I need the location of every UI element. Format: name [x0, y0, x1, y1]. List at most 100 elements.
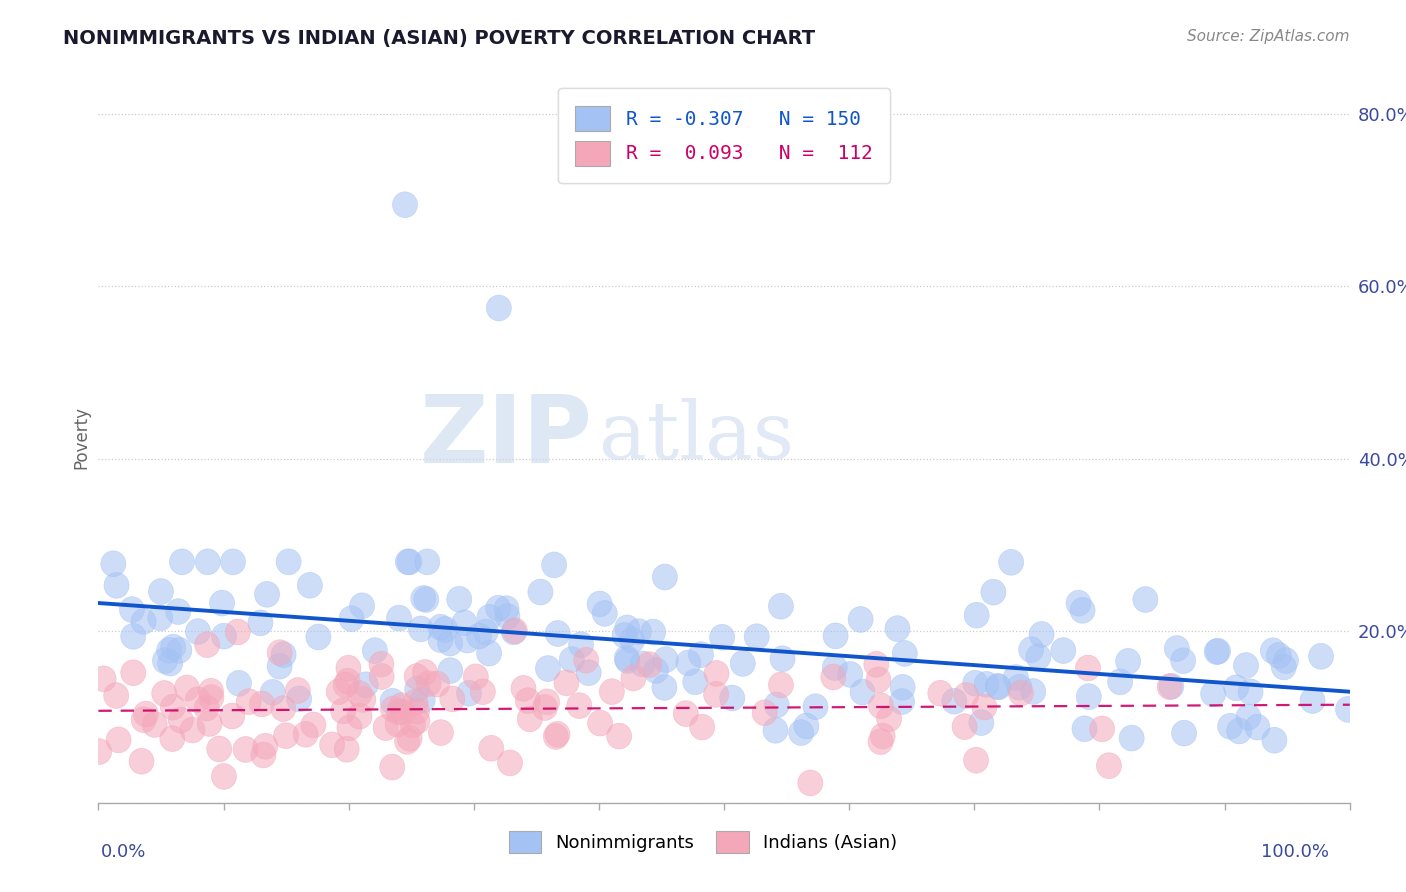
Ellipse shape	[211, 764, 236, 789]
Ellipse shape	[986, 674, 1011, 700]
Ellipse shape	[477, 640, 502, 666]
Ellipse shape	[471, 679, 495, 705]
Ellipse shape	[271, 696, 295, 722]
Ellipse shape	[1071, 716, 1097, 741]
Ellipse shape	[517, 706, 543, 731]
Ellipse shape	[396, 725, 422, 751]
Ellipse shape	[156, 638, 181, 664]
Ellipse shape	[567, 693, 592, 719]
Ellipse shape	[148, 605, 173, 631]
Ellipse shape	[953, 682, 979, 708]
Ellipse shape	[1119, 725, 1144, 751]
Ellipse shape	[963, 670, 988, 696]
Ellipse shape	[337, 714, 361, 740]
Ellipse shape	[972, 694, 997, 720]
Ellipse shape	[152, 681, 177, 706]
Ellipse shape	[440, 686, 465, 712]
Ellipse shape	[1236, 704, 1261, 730]
Ellipse shape	[637, 652, 662, 678]
Ellipse shape	[789, 720, 814, 746]
Ellipse shape	[401, 712, 426, 738]
Ellipse shape	[703, 681, 728, 707]
Ellipse shape	[194, 632, 219, 657]
Ellipse shape	[219, 703, 245, 729]
Ellipse shape	[620, 627, 645, 653]
Ellipse shape	[763, 717, 787, 743]
Ellipse shape	[380, 754, 405, 780]
Ellipse shape	[197, 711, 222, 737]
Ellipse shape	[851, 679, 875, 705]
Ellipse shape	[1260, 638, 1285, 664]
Ellipse shape	[485, 595, 510, 621]
Ellipse shape	[170, 549, 194, 574]
Ellipse shape	[254, 582, 280, 607]
Ellipse shape	[267, 640, 292, 665]
Ellipse shape	[770, 646, 794, 672]
Ellipse shape	[536, 656, 561, 681]
Ellipse shape	[848, 607, 873, 632]
Ellipse shape	[1271, 654, 1296, 680]
Ellipse shape	[412, 659, 437, 685]
Ellipse shape	[495, 604, 520, 630]
Ellipse shape	[863, 651, 889, 677]
Ellipse shape	[1108, 669, 1133, 695]
Ellipse shape	[91, 666, 117, 691]
Ellipse shape	[543, 723, 568, 749]
Ellipse shape	[560, 647, 585, 673]
Ellipse shape	[221, 549, 246, 574]
Ellipse shape	[301, 712, 326, 738]
Ellipse shape	[821, 664, 846, 690]
Ellipse shape	[464, 664, 488, 690]
Ellipse shape	[166, 599, 191, 624]
Legend: Nonimmigrants, Indians (Asian): Nonimmigrants, Indians (Asian)	[502, 824, 904, 861]
Ellipse shape	[271, 641, 297, 667]
Ellipse shape	[1076, 655, 1101, 681]
Ellipse shape	[869, 693, 893, 719]
Ellipse shape	[437, 630, 463, 656]
Text: NONIMMIGRANTS VS INDIAN (ASIAN) POVERTY CORRELATION CHART: NONIMMIGRANTS VS INDIAN (ASIAN) POVERTY …	[63, 29, 815, 47]
Ellipse shape	[769, 672, 793, 698]
Ellipse shape	[1233, 653, 1258, 679]
Ellipse shape	[415, 549, 440, 574]
Ellipse shape	[121, 624, 146, 649]
Ellipse shape	[893, 640, 917, 666]
Ellipse shape	[352, 687, 375, 713]
Ellipse shape	[744, 624, 769, 649]
Ellipse shape	[676, 650, 702, 676]
Ellipse shape	[838, 662, 863, 688]
Ellipse shape	[884, 615, 910, 641]
Ellipse shape	[307, 624, 330, 650]
Ellipse shape	[502, 618, 527, 644]
Ellipse shape	[236, 689, 262, 714]
Ellipse shape	[965, 602, 990, 628]
Ellipse shape	[1077, 684, 1101, 709]
Ellipse shape	[105, 727, 131, 753]
Ellipse shape	[1267, 642, 1291, 668]
Ellipse shape	[247, 610, 273, 636]
Ellipse shape	[405, 698, 429, 724]
Ellipse shape	[1205, 639, 1230, 665]
Ellipse shape	[129, 748, 155, 774]
Ellipse shape	[621, 665, 645, 691]
Ellipse shape	[533, 695, 557, 721]
Ellipse shape	[494, 596, 519, 622]
Ellipse shape	[574, 648, 599, 673]
Ellipse shape	[260, 680, 285, 706]
Ellipse shape	[477, 605, 502, 630]
Ellipse shape	[541, 552, 567, 578]
Text: atlas: atlas	[599, 398, 794, 476]
Ellipse shape	[389, 693, 413, 719]
Ellipse shape	[1336, 697, 1361, 723]
Ellipse shape	[546, 621, 571, 647]
Ellipse shape	[644, 657, 668, 683]
Ellipse shape	[368, 651, 394, 677]
Ellipse shape	[527, 579, 553, 605]
Ellipse shape	[297, 573, 322, 599]
Ellipse shape	[198, 679, 224, 704]
Ellipse shape	[1274, 648, 1299, 673]
Ellipse shape	[942, 689, 967, 714]
Ellipse shape	[720, 685, 745, 711]
Ellipse shape	[612, 623, 637, 648]
Ellipse shape	[1007, 674, 1032, 700]
Ellipse shape	[380, 689, 405, 714]
